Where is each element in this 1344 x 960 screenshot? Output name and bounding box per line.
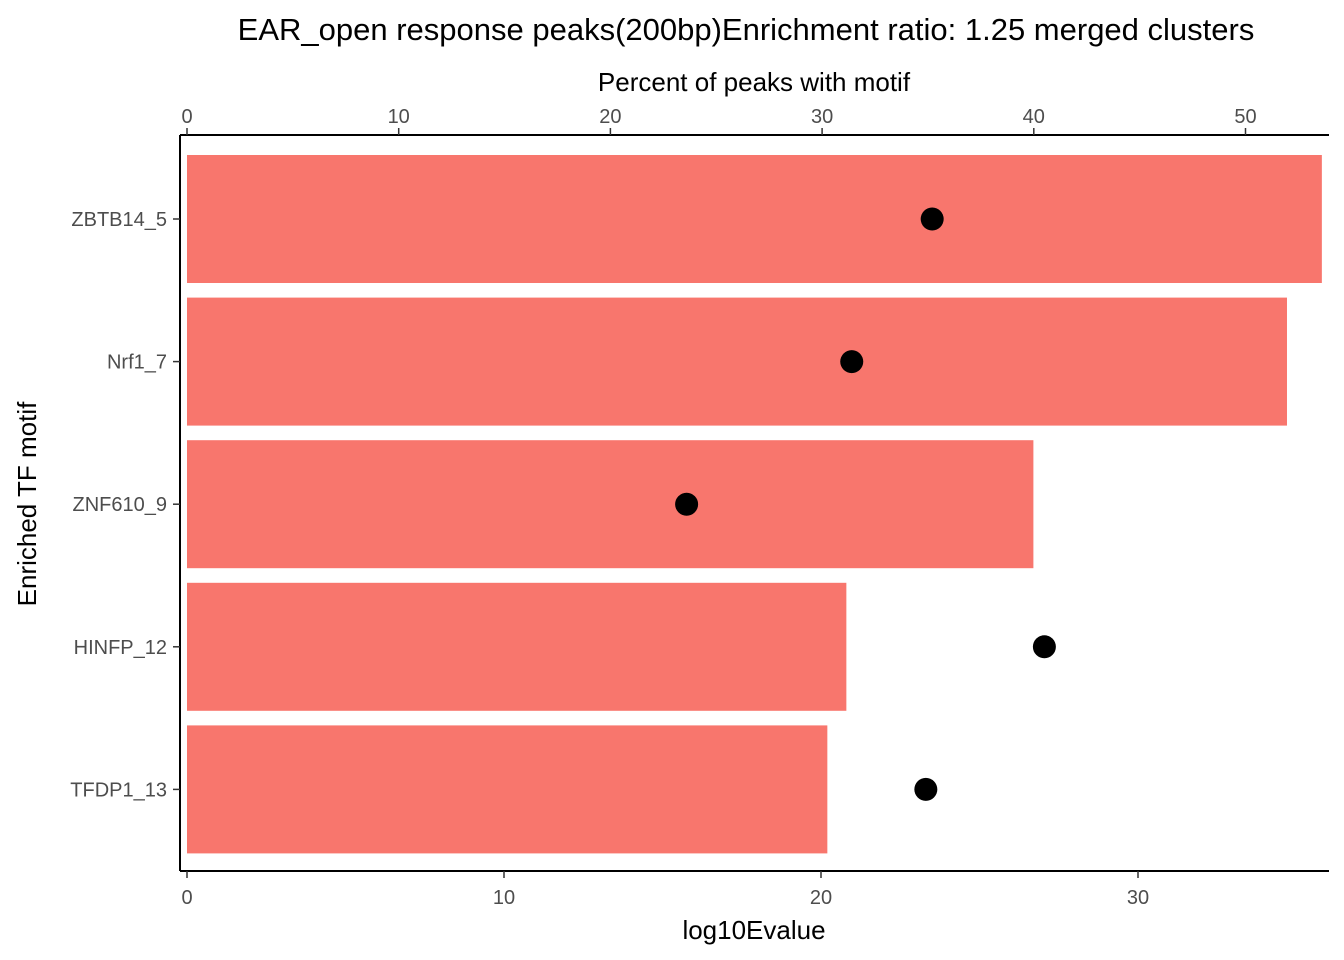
top-tick-label: 30: [811, 106, 833, 128]
bar-ZBTB14_5: [187, 155, 1322, 283]
top-tick-label: 40: [1023, 106, 1045, 128]
point-TFDP1_13: [914, 777, 938, 801]
top-tick-label: 20: [599, 106, 621, 128]
x-axis-title: log10Evalue: [682, 915, 825, 945]
bar-TFDP1_13: [187, 725, 828, 854]
axes: 0 10 20 30 0 10 20 30 40 50 ZBTB14_5 Nrf1_7 ZNF610_9…: [70, 106, 1329, 909]
bar-series: [187, 155, 1322, 854]
top-tick-label: 50: [1234, 106, 1256, 128]
point-Nrf1_7: [840, 350, 864, 374]
point-HINFP_12: [1032, 635, 1056, 659]
bar-ZNF610_9: [187, 440, 1034, 569]
top-tick-label: 0: [181, 106, 192, 128]
category-label: ZBTB14_5: [71, 209, 167, 231]
bar-Nrf1_7: [187, 297, 1287, 426]
point-ZNF610_9: [675, 492, 699, 516]
y-axis-title: Enriched TF motif: [12, 401, 42, 606]
bar-HINFP_12: [187, 582, 847, 711]
top-tick-label: 10: [388, 106, 410, 128]
category-label: HINFP_12: [74, 637, 167, 659]
category-label: TFDP1_13: [70, 779, 167, 801]
x-tick-label: 0: [181, 887, 192, 909]
category-label: ZNF610_9: [73, 494, 168, 516]
top-axis-title: Percent of peaks with motif: [598, 67, 911, 97]
x-tick-label: 20: [810, 887, 832, 909]
x-tick-label: 30: [1127, 887, 1149, 909]
chart-title: EAR_open response peaks(200bp)Enrichment…: [238, 12, 1255, 47]
category-label: Nrf1_7: [107, 352, 167, 374]
x-tick-label: 10: [493, 887, 515, 909]
point-ZBTB14_5: [920, 207, 944, 231]
point-series: [675, 207, 1056, 801]
